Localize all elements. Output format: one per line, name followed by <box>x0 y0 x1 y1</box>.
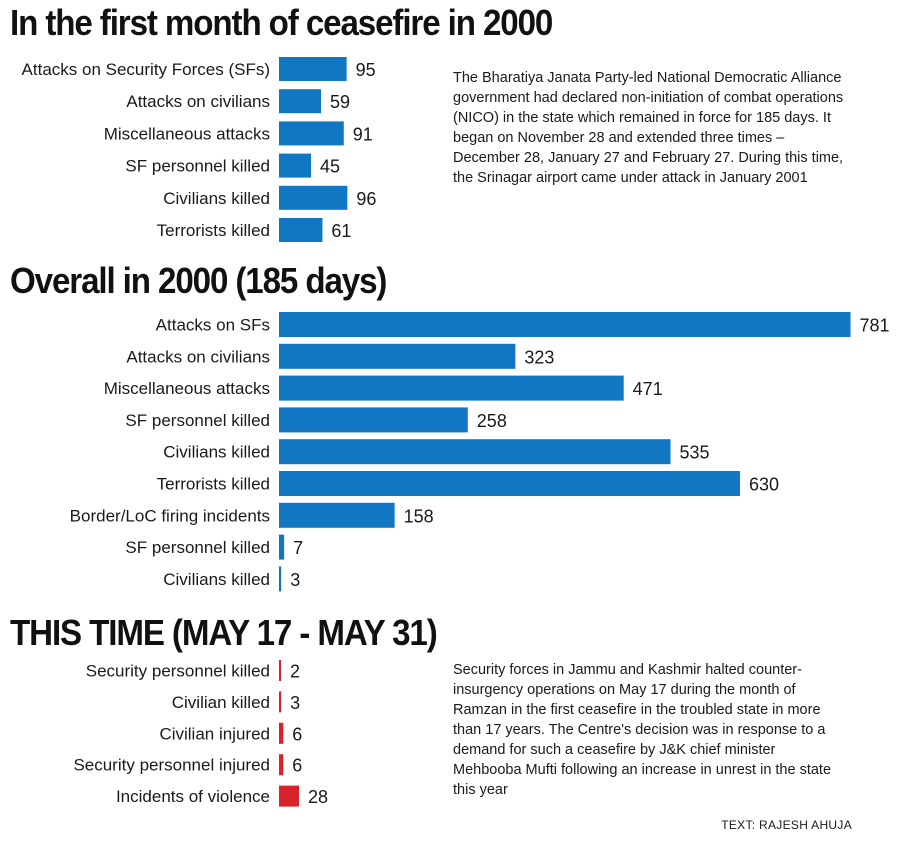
value-label-2-0: 2 <box>290 662 300 682</box>
bar-0-1 <box>279 89 322 114</box>
value-label-1-6: 158 <box>404 506 434 526</box>
category-label-1-0: Attacks on SFs <box>156 316 270 335</box>
bar-1-3 <box>279 407 468 433</box>
bar-1-7 <box>279 534 285 560</box>
bar-2-4 <box>279 785 300 807</box>
value-label-1-8: 3 <box>290 570 300 590</box>
bar-0-3 <box>279 153 312 178</box>
bar-1-2 <box>279 375 624 401</box>
bar-1-4 <box>279 439 671 465</box>
category-label-0-3: SF personnel killed <box>125 157 270 176</box>
value-label-1-0: 781 <box>860 316 890 336</box>
bar-2-3 <box>279 754 284 776</box>
category-label-0-1: Attacks on civilians <box>126 92 270 111</box>
category-label-1-1: Attacks on civilians <box>126 347 270 366</box>
value-label-1-3: 258 <box>477 411 507 431</box>
bar-0-2 <box>279 121 344 146</box>
bar-1-5 <box>279 471 741 496</box>
value-label-1-7: 7 <box>293 538 303 558</box>
category-label-1-6: Border/LoC firing incidents <box>70 506 270 525</box>
value-label-0-1: 59 <box>330 92 350 112</box>
value-label-0-5: 61 <box>331 221 351 241</box>
category-label-1-4: Civilians killed <box>163 443 270 462</box>
bar-2-1 <box>279 691 282 713</box>
bar-1-6 <box>279 502 395 528</box>
category-label-0-0: Attacks on Security Forces (SFs) <box>22 60 270 79</box>
section-title-first-month: In the first month of ceasefire in 2000 <box>10 2 553 43</box>
ramzan-note: Security forces in Jammu and Kashmir hal… <box>453 662 832 798</box>
bar-1-1 <box>279 343 516 369</box>
category-label-0-5: Terrorists killed <box>157 221 270 240</box>
value-label-2-2: 6 <box>292 724 302 744</box>
bar-0-0 <box>279 57 347 81</box>
value-label-1-5: 630 <box>749 475 779 495</box>
category-label-1-2: Miscellaneous attacks <box>104 379 270 398</box>
category-label-0-4: Civilians killed <box>163 189 270 208</box>
value-label-0-0: 95 <box>356 60 376 80</box>
section-title-this-time: THIS TIME (MAY 17 - MAY 31) <box>10 612 438 653</box>
value-label-0-4: 96 <box>356 189 376 209</box>
bar-2-2 <box>279 722 284 744</box>
credit-label: TEXT: RAJESH AHUJA <box>721 818 852 832</box>
category-label-1-7: SF personnel killed <box>125 538 270 557</box>
bar-1-8 <box>279 566 282 592</box>
bar-0-5 <box>279 218 323 242</box>
value-label-2-3: 6 <box>292 756 302 776</box>
section-title-overall-2000: Overall in 2000 (185 days) <box>10 260 387 301</box>
bar-2-0 <box>279 660 281 681</box>
category-label-2-0: Security personnel killed <box>86 662 270 681</box>
category-label-2-1: Civilian killed <box>172 693 270 712</box>
category-label-1-8: Civilians killed <box>163 570 270 589</box>
value-label-0-3: 45 <box>320 157 340 177</box>
category-label-2-2: Civilian injured <box>159 724 270 743</box>
category-label-1-5: Terrorists killed <box>157 475 270 494</box>
category-label-0-2: Miscellaneous attacks <box>104 124 270 143</box>
value-label-1-2: 471 <box>633 379 663 399</box>
nico-note: The Bharatiya Janata Party-led National … <box>453 70 844 186</box>
bar-0-4 <box>279 185 348 210</box>
value-label-0-2: 91 <box>353 124 373 144</box>
value-label-1-1: 323 <box>524 347 554 367</box>
value-label-2-4: 28 <box>308 787 328 807</box>
category-label-2-4: Incidents of violence <box>116 787 270 806</box>
bar-1-0 <box>279 312 851 337</box>
value-label-2-1: 3 <box>290 693 300 713</box>
value-label-1-4: 535 <box>680 443 710 463</box>
category-label-1-3: SF personnel killed <box>125 411 270 430</box>
category-label-2-3: Security personnel injured <box>73 756 270 775</box>
